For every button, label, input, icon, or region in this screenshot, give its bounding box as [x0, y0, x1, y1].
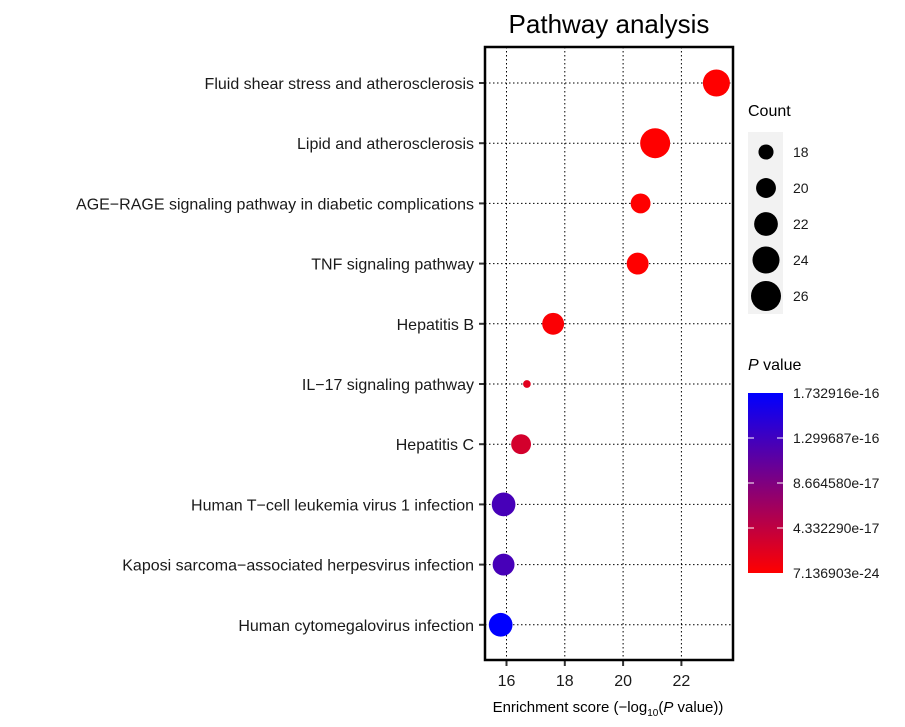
color-legend-label: 1.732916e-16	[793, 385, 880, 401]
size-legend-label: 20	[793, 180, 809, 196]
size-legend-label: 26	[793, 288, 809, 304]
color-legend-label: 4.332290e-17	[793, 520, 880, 536]
data-point	[511, 434, 532, 455]
color-legend-title-rest: value	[759, 357, 802, 374]
size-legend-title: Count	[748, 103, 791, 120]
y-tick-label: Fluid shear stress and atherosclerosis	[205, 76, 474, 93]
x-axis-title-subscript: 10	[647, 708, 659, 719]
size-legend-label: 22	[793, 216, 809, 232]
color-legend-title-italic: P	[748, 357, 759, 374]
x-axis-title-prefix: Enrichment score (−log	[493, 699, 648, 716]
x-axis-title-italic: P	[663, 699, 673, 716]
x-axis-title: Enrichment score (−log10(P value))	[493, 699, 724, 719]
size-legend-dot	[751, 281, 781, 311]
data-point	[626, 252, 649, 275]
size-legend: 18 20 22 24 26	[751, 144, 809, 311]
x-tick-label: 22	[673, 673, 691, 690]
y-tick-label: Hepatitis B	[397, 317, 474, 334]
x-tick-label: 20	[614, 673, 632, 690]
y-tick-label: Human T−cell leukemia virus 1 infection	[191, 497, 474, 514]
y-axis-labels: Fluid shear stress and atherosclerosis Li…	[76, 76, 474, 635]
chart-title: Pathway analysis	[509, 9, 710, 39]
y-tick-label: IL−17 signaling pathway	[302, 377, 474, 394]
color-legend-label: 8.664580e-17	[793, 475, 880, 491]
size-legend-label: 24	[793, 252, 809, 268]
y-tick-label: AGE−RAGE signaling pathway in diabetic c…	[76, 196, 474, 213]
data-point	[491, 492, 516, 517]
color-legend-labels: 1.732916e-16 1.299687e-16 8.664580e-17 4.33…	[748, 385, 880, 581]
data-point	[492, 553, 515, 576]
size-legend-dot	[758, 144, 774, 160]
y-tick-label: Human cytomegalovirus infection	[238, 618, 474, 635]
x-axis-title-open: (	[658, 699, 663, 716]
plot-panel-border	[483, 45, 735, 662]
x-tick-label: 16	[498, 673, 516, 690]
y-tick-label: Lipid and atherosclerosis	[297, 136, 474, 153]
size-legend-dot	[754, 212, 778, 236]
y-tick-label: Hepatitis C	[396, 437, 474, 454]
color-legend-title: P value	[748, 357, 801, 374]
size-legend-label: 18	[793, 144, 809, 160]
data-point	[630, 193, 651, 214]
color-legend-label: 1.299687e-16	[793, 430, 880, 446]
y-tick-label: Kaposi sarcoma−associated herpesvirus in…	[122, 558, 474, 575]
data-point	[523, 380, 531, 388]
data-points	[488, 69, 730, 637]
y-tick-label: TNF signaling pathway	[311, 257, 474, 274]
size-legend-dot	[756, 178, 776, 198]
data-point	[702, 69, 730, 97]
data-point	[542, 312, 565, 335]
x-tick-label: 18	[556, 673, 574, 690]
grid-lines	[485, 47, 733, 660]
color-legend-label: 7.136903e-24	[793, 565, 880, 581]
size-legend-dot	[752, 246, 780, 274]
data-point	[488, 612, 513, 637]
data-point	[640, 128, 671, 159]
x-axis-title-suffix: value))	[673, 699, 723, 716]
x-axis-ticks: 16 18 20 22	[498, 660, 691, 690]
